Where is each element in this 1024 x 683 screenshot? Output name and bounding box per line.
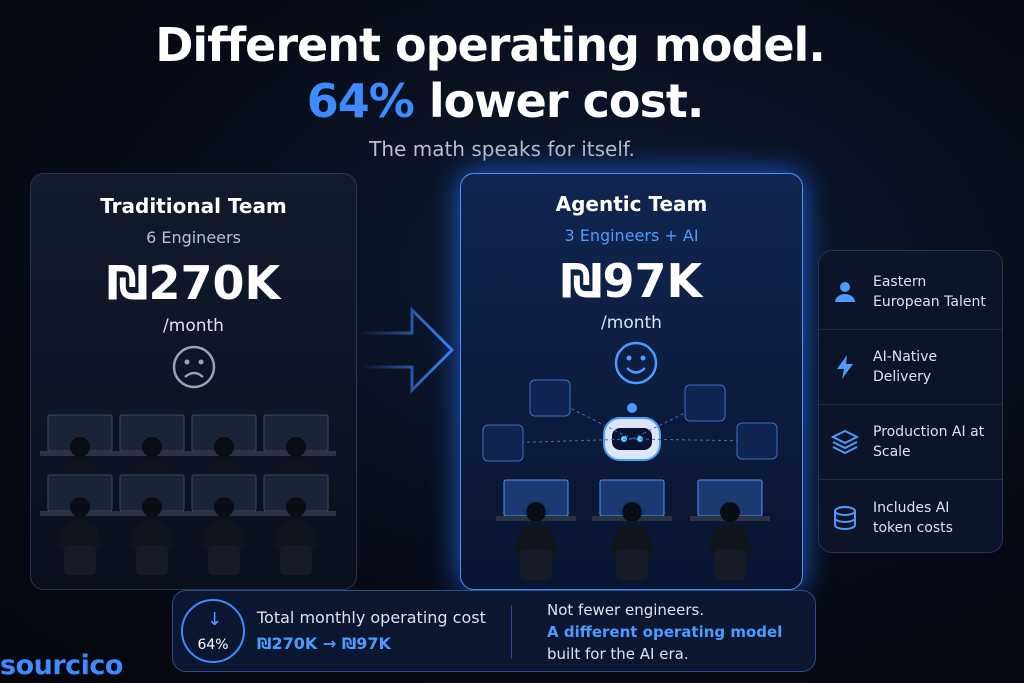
ai-tile — [529, 379, 571, 417]
head — [214, 437, 234, 457]
sad-face — [172, 345, 216, 389]
icon — [834, 505, 856, 530]
head — [214, 497, 234, 517]
note-line: A different operating model — [547, 623, 783, 641]
cost: ₪270K — [106, 256, 281, 310]
body — [58, 519, 102, 550]
chair — [136, 545, 168, 575]
down-arrow: ↓ — [207, 609, 223, 630]
team-size: 6 Engineers — [146, 228, 241, 247]
summary-bar: ↓ 64% Total monthly operating cost ₪270K … — [172, 590, 816, 672]
divider — [511, 605, 512, 659]
badge: ↓ 64% — [181, 599, 245, 663]
feature-label: Eastern European Talent — [873, 274, 986, 310]
body — [708, 524, 752, 555]
connector — [631, 438, 758, 442]
chair — [520, 550, 552, 580]
feature-label: AI-Native Delivery — [873, 349, 938, 385]
feature: Includes AI token costs — [819, 480, 1002, 555]
feature: Eastern European Talent — [819, 255, 1002, 330]
period: /month — [601, 313, 662, 333]
robot-eye — [637, 436, 643, 442]
head — [70, 497, 90, 517]
icon — [835, 282, 855, 302]
body — [202, 519, 246, 550]
feature-label: Includes AI token costs — [873, 499, 953, 536]
head — [286, 497, 306, 517]
cost: ₪97K — [560, 254, 703, 308]
card-title: Agentic Team — [555, 192, 708, 216]
features-panel: Eastern European Talent AI-Native Delive… — [818, 250, 1003, 553]
title-highlight: 64% — [306, 74, 415, 128]
head — [622, 502, 642, 522]
ai-tile — [482, 424, 524, 462]
chair — [616, 550, 648, 580]
arrow — [360, 306, 455, 394]
title-line2: 64% lower cost. — [0, 74, 1010, 128]
summary-note: Not fewer engineers. A different operatin… — [547, 599, 782, 665]
badge-text: 64% — [197, 637, 229, 653]
note-line: built for the AI era. — [547, 645, 689, 663]
feature: Production AI at Scale — [819, 405, 1002, 480]
card-title: Traditional Team — [100, 194, 287, 218]
note-line: Not fewer engineers. — [547, 601, 705, 619]
ai-tile — [684, 384, 726, 422]
body — [610, 524, 654, 555]
icon — [837, 355, 853, 379]
head — [142, 497, 162, 517]
robot-antenna — [627, 403, 637, 413]
head — [70, 437, 90, 457]
happy-face — [614, 341, 658, 385]
title-rest: lower cost. — [428, 74, 704, 128]
chair — [64, 545, 96, 575]
ai-tile — [736, 422, 778, 460]
team-size: 3 Engineers + AI — [564, 226, 699, 245]
body — [130, 519, 174, 550]
body — [274, 519, 318, 550]
feature-label: Production AI at Scale — [873, 424, 985, 460]
chair — [714, 550, 746, 580]
summary-change: ₪270K → ₪97K — [257, 634, 391, 653]
logo: sourcico — [0, 650, 123, 681]
icon — [831, 429, 859, 455]
body — [514, 524, 558, 555]
chair — [280, 545, 312, 575]
head — [142, 437, 162, 457]
head — [720, 502, 740, 522]
title: Different operating model. — [155, 18, 826, 72]
feature: AI-Native Delivery — [819, 330, 1002, 405]
head — [286, 437, 306, 457]
head — [526, 502, 546, 522]
summary-label: Total monthly operating cost — [257, 608, 486, 627]
subtitle: The math speaks for itself. — [369, 137, 635, 161]
period: /month — [163, 316, 224, 336]
chair — [208, 545, 240, 575]
